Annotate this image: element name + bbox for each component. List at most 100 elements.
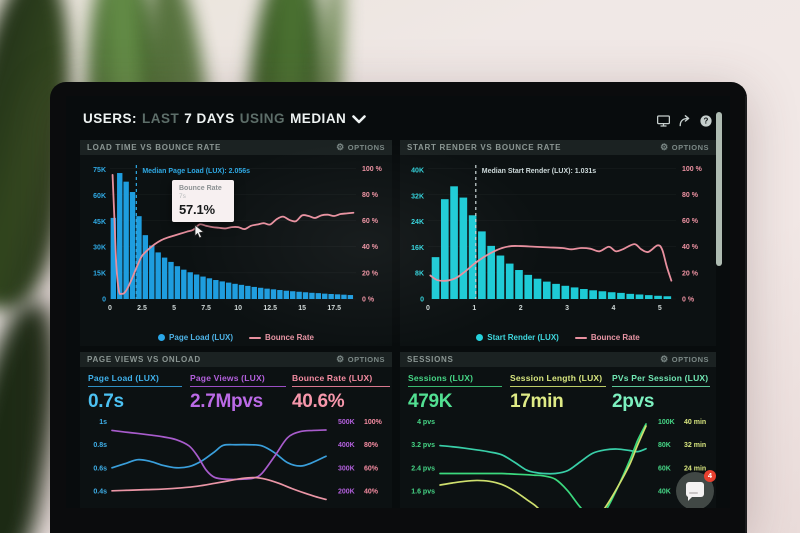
scrollbar-thumb[interactable] (716, 112, 722, 266)
tooltip-title: Bounce Rate (179, 185, 222, 192)
metric-underline (190, 386, 286, 387)
legend-label: Start Render (LUX) (487, 333, 559, 342)
svg-text:1.6 pvs: 1.6 pvs (411, 488, 435, 495)
svg-text:0: 0 (420, 297, 424, 304)
svg-text:3.2 pvs: 3.2 pvs (411, 442, 435, 449)
svg-text:2.5: 2.5 (137, 305, 147, 312)
tooltip-subtitle: 7s (179, 193, 186, 200)
panel-title: START RENDER VS BOUNCE RATE (407, 143, 562, 152)
svg-text:32 min: 32 min (684, 442, 706, 449)
chart-legend: Start Render (LUX) Bounce Rate (400, 333, 716, 342)
svg-text:2.4 pvs: 2.4 pvs (411, 465, 435, 472)
svg-text:80 %: 80 % (682, 192, 699, 199)
metric-page-views: Page Views (LUX) 2.7Mpvs (190, 373, 286, 413)
svg-text:17.5: 17.5 (327, 305, 341, 312)
svg-text:Median Start Render (LUX): 1.0: Median Start Render (LUX): 1.031s (482, 168, 596, 175)
svg-text:40%: 40% (364, 488, 379, 495)
svg-text:80 %: 80 % (362, 192, 379, 199)
header-icons: ? (657, 115, 712, 127)
svg-text:200K: 200K (338, 488, 355, 495)
title-users: USERS: (83, 111, 138, 126)
options-button[interactable]: ⚙ OPTIONS (336, 142, 385, 153)
svg-text:0: 0 (102, 297, 106, 304)
svg-text:100%: 100% (364, 419, 383, 426)
gear-icon: ⚙ (660, 142, 669, 152)
chat-bubble-icon (686, 482, 704, 501)
svg-text:7.5: 7.5 (201, 305, 211, 312)
legend-item: Page Load (LUX) (158, 333, 233, 342)
metric-label: Page Load (LUX) (88, 373, 160, 383)
svg-text:8K: 8K (415, 271, 424, 278)
panel-header: LOAD TIME VS BOUNCE RATE ⚙ OPTIONS (80, 140, 392, 155)
panel-header: SESSIONS ⚙ OPTIONS (400, 352, 716, 367)
legend-label: Page Load (LUX) (169, 333, 234, 342)
options-button[interactable]: ⚙ OPTIONS (660, 142, 709, 153)
svg-text:12.5: 12.5 (263, 305, 277, 312)
chart-page-views-vs-onload[interactable]: 1s 500K 100% 0.8s 400K 80% 0.6s 300K 60% 0.4s 200K… (80, 412, 392, 508)
metric-label: Bounce Rate (LUX) (292, 373, 373, 383)
users-period-dropdown[interactable]: USERS: LAST 7 DAYS USING MEDIAN (83, 111, 367, 126)
legend-line-icon (574, 336, 587, 339)
chart-legend: Page Load (LUX) Bounce Rate (80, 333, 392, 342)
svg-text:45K: 45K (93, 219, 106, 226)
options-label: OPTIONS (347, 355, 385, 364)
svg-text:0.6s: 0.6s (93, 465, 107, 472)
svg-text:1: 1 (472, 305, 476, 312)
svg-text:0.4s: 0.4s (93, 488, 107, 495)
share-icon[interactable] (679, 115, 691, 127)
svg-text:60 %: 60 % (362, 218, 379, 225)
svg-text:100 %: 100 % (682, 166, 703, 173)
title-days: 7 DAYS (184, 111, 235, 126)
chart-sessions[interactable]: 4 pvs 100K 40 min 3.2 pvs 80K 32 min 2.4 pvs 60… (400, 412, 716, 508)
legend-dot-icon (476, 334, 484, 341)
metric-label: Page Views (LUX) (190, 373, 265, 383)
svg-text:24K: 24K (411, 219, 424, 226)
gear-icon: ⚙ (336, 142, 345, 152)
metric-value: 17min (510, 391, 564, 412)
panel-start-render-vs-bounce-rate: START RENDER VS BOUNCE RATE ⚙ OPTIONS 40K… (400, 140, 716, 346)
options-button[interactable]: ⚙ OPTIONS (336, 355, 385, 365)
panel-load-time-vs-bounce-rate: LOAD TIME VS BOUNCE RATE ⚙ OPTIONS 75K 60K… (80, 140, 392, 346)
options-label: OPTIONS (671, 143, 709, 152)
options-button[interactable]: ⚙ OPTIONS (660, 355, 709, 365)
svg-text:4: 4 (611, 305, 615, 312)
svg-text:16K: 16K (411, 245, 424, 252)
svg-text:60%: 60% (364, 465, 379, 472)
svg-text:10: 10 (234, 305, 242, 312)
chart-start-render-vs-bounce-rate[interactable]: 40K 32K 24K 16K 8K 0 100 % 80 % 60 % 40 % 20 % 0 % 0… (400, 157, 716, 317)
chart-load-time-vs-bounce-rate[interactable]: 75K 60K 45K 30K 15K 0 100 % 80 % 60 % 40 % 20 % 0 %… (80, 157, 392, 317)
metric-page-load: Page Load (LUX) 0.7s (88, 373, 182, 413)
svg-text:32K: 32K (411, 193, 424, 200)
metric-underline (612, 386, 710, 387)
panel-title: SESSIONS (407, 355, 454, 364)
help-icon[interactable]: ? (700, 115, 712, 127)
chat-widget-button[interactable]: 4 (676, 470, 716, 508)
legend-label: Bounce Rate (265, 333, 314, 342)
svg-text:100K: 100K (658, 419, 675, 426)
metric-pvs-per-session: PVs Per Session (LUX) 2pvs (612, 373, 710, 413)
svg-text:0 %: 0 % (362, 297, 375, 304)
svg-text:500K: 500K (338, 419, 355, 426)
metric-underline (292, 386, 390, 387)
svg-text:0: 0 (108, 305, 112, 312)
svg-text:80%: 80% (364, 442, 379, 449)
metric-session-length: Session Length (LUX) 17min (510, 373, 606, 413)
notification-badge: 4 (704, 470, 716, 482)
panel-sessions: SESSIONS ⚙ OPTIONS Sessions (LUX) 479K Se… (400, 352, 716, 508)
metric-underline (510, 386, 606, 387)
svg-text:60 %: 60 % (682, 218, 699, 225)
metric-label: PVs Per Session (LUX) (612, 373, 709, 383)
svg-text:2: 2 (519, 305, 523, 312)
dashboard-screen: USERS: LAST 7 DAYS USING MEDIAN ? LOAD TIME … (66, 96, 730, 508)
panel-title: LOAD TIME VS BOUNCE RATE (87, 143, 221, 152)
display-icon[interactable] (657, 115, 670, 127)
panel-header: PAGE VIEWS VS ONLOAD ⚙ OPTIONS (80, 352, 392, 367)
mouse-cursor-icon (194, 224, 205, 239)
svg-text:Median Page Load (LUX): 2.056s: Median Page Load (LUX): 2.056s (142, 168, 250, 175)
svg-text:40 %: 40 % (682, 244, 699, 251)
svg-text:1s: 1s (99, 419, 107, 426)
metric-value: 2pvs (612, 391, 655, 412)
chevron-down-icon (352, 115, 367, 124)
svg-text:5: 5 (172, 305, 176, 312)
metric-label: Session Length (LUX) (510, 373, 603, 383)
